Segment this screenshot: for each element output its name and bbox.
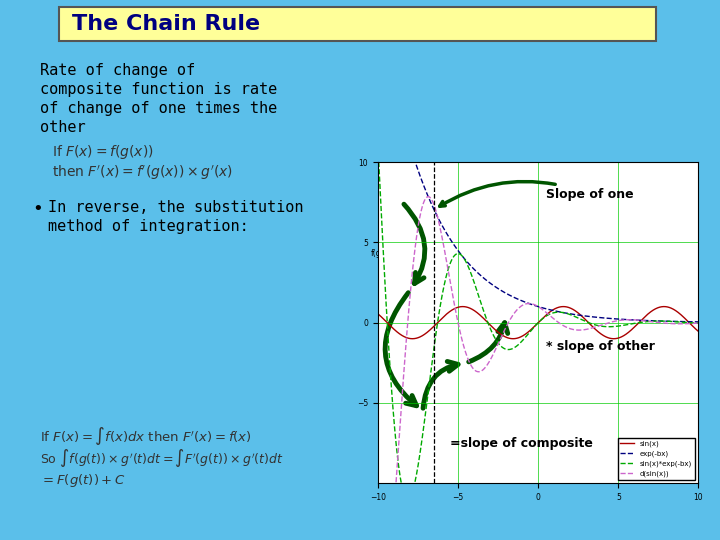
Text: f(g(x))×g'(x): f(g(x))×g'(x) [371, 248, 419, 258]
Text: of change of one times the: of change of one times the [40, 101, 277, 116]
sin(x) [374, 310, 382, 317]
Line: exp(-bx): exp(-bx) [378, 0, 698, 322]
Line: d(sin(x)): d(sin(x)) [378, 197, 698, 540]
FancyArrowPatch shape [385, 293, 417, 406]
d(sin(x)) [594, 323, 603, 329]
sin(x) [559, 303, 567, 310]
Text: •: • [32, 200, 43, 218]
Text: Rate of change of: Rate of change of [40, 63, 195, 78]
sin(x)*exp(-bx) [694, 320, 703, 326]
exp(-bx) [694, 319, 703, 325]
FancyBboxPatch shape [59, 7, 656, 41]
sin(x) [515, 334, 523, 341]
Line: sin(x)*exp(-bx): sin(x)*exp(-bx) [378, 147, 698, 500]
d(sin(x)) [503, 320, 512, 327]
Text: g'(f(x)): g'(f(x)) [378, 271, 407, 280]
sin(x) [406, 335, 415, 342]
exp(-bx) [629, 317, 638, 323]
Text: other: other [40, 120, 86, 135]
sin(x) [630, 324, 639, 330]
Text: method of integration:: method of integration: [48, 219, 248, 234]
sin(x)*exp(-bx) [629, 320, 638, 327]
Text: In reverse, the substitution: In reverse, the substitution [48, 200, 304, 215]
exp(-bx) [624, 316, 632, 323]
exp(-bx) [406, 145, 415, 151]
sin(x) [694, 328, 703, 335]
Text: $= F(g(t))+C$: $= F(g(t))+C$ [40, 472, 125, 489]
Legend: sin(x), exp(-bx), sin(x)*exp(-bx), d(sin(x)): sin(x), exp(-bx), sin(x)*exp(-bx), d(sin… [618, 438, 695, 480]
Text: So $\int f(g(t))\times g'(t)dt = \int F'(g(t))\times g'(t)dt$: So $\int f(g(t))\times g'(t)dt = \int F'… [40, 447, 284, 469]
Text: If $F(x)= f(g(x))$: If $F(x)= f(g(x))$ [52, 143, 154, 161]
sin(x)*exp(-bx) [624, 321, 632, 328]
d(sin(x)) [515, 304, 523, 310]
exp(-bx) [374, 0, 382, 3]
Text: =slope of composite: =slope of composite [450, 437, 593, 450]
sin(x)*exp(-bx) [503, 346, 512, 353]
Text: * slope of other: * slope of other [546, 340, 655, 353]
Text: If $F(x)=\int f(x)dx$ then $F'(x)= f(x)$: If $F(x)=\int f(x)dx$ then $F'(x)= f(x)$ [40, 425, 252, 447]
FancyArrowPatch shape [423, 361, 458, 408]
sin(x) [509, 335, 518, 342]
FancyArrowPatch shape [404, 204, 425, 284]
sin(x) [594, 329, 603, 335]
Text: The Chain Rule: The Chain Rule [72, 14, 260, 34]
d(sin(x)) [424, 193, 433, 200]
exp(-bx) [503, 291, 512, 298]
Text: composite function is rate: composite function is rate [40, 82, 277, 97]
Text: Slope of one: Slope of one [440, 181, 634, 206]
d(sin(x)) [629, 316, 638, 323]
exp(-bx) [594, 314, 603, 321]
Text: then $F'(x)= f'(g(x))\times g'(x)$: then $F'(x)= f'(g(x))\times g'(x)$ [52, 164, 233, 182]
d(sin(x)) [406, 285, 415, 292]
sin(x)*exp(-bx) [515, 340, 523, 347]
sin(x)*exp(-bx) [403, 497, 412, 503]
sin(x)*exp(-bx) [374, 144, 382, 150]
d(sin(x)) [624, 316, 632, 323]
Text: g(x): g(x) [378, 213, 395, 221]
sin(x) [624, 329, 633, 335]
exp(-bx) [515, 296, 523, 303]
Line: sin(x): sin(x) [378, 307, 698, 339]
sin(x)*exp(-bx) [594, 322, 603, 329]
FancyArrowPatch shape [469, 323, 508, 362]
sin(x)*exp(-bx) [407, 492, 415, 499]
sin(x) [503, 335, 512, 341]
Text: f'(x): f'(x) [378, 231, 395, 240]
d(sin(x)) [694, 320, 703, 327]
